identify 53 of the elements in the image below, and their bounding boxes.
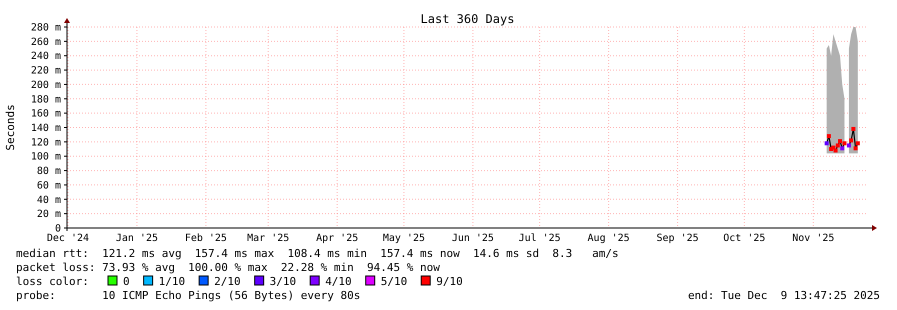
- point: [826, 134, 831, 138]
- y-tick-label: 160 m: [30, 108, 61, 120]
- x-tick-label: Mar '25: [247, 233, 290, 244]
- legend-label: 5/10: [380, 275, 408, 288]
- y-tick-label: 240 m: [30, 51, 61, 62]
- x-tick-label: Nov '25: [792, 233, 834, 244]
- x-tick-label: Jan '25: [116, 233, 158, 244]
- y-tick-label: 280 m: [30, 22, 61, 34]
- y-tick-label: 260 m: [30, 36, 61, 48]
- y-tick-label: 140 m: [30, 123, 61, 134]
- text: median rtt: 121.2 ms avg 157.4 ms max 108.4 ms min 157.4 ms now 14.6 ms sd 8.3 am/s: [16, 247, 619, 260]
- text: packet loss: 73.93 % avg 100.00 % max 22.28 % min 94.45 % now: [16, 261, 440, 274]
- legend-label: 0: [123, 275, 130, 288]
- point: [846, 143, 851, 148]
- point: [849, 138, 854, 142]
- x-tick-label: Jun '25: [452, 233, 494, 244]
- x-tick-label: Jul '25: [518, 233, 561, 244]
- y-tick-label: 120 m: [30, 137, 61, 148]
- x-tick-label: Apr '25: [316, 233, 358, 244]
- legend-label: 9/10: [436, 275, 463, 288]
- point: [840, 146, 844, 150]
- point: [851, 126, 856, 131]
- y-tick-label: 20 m: [36, 209, 61, 220]
- legend-label: 3/10: [270, 275, 296, 288]
- point: [842, 141, 846, 146]
- y-tick-label: 220 m: [30, 66, 61, 77]
- y-tick-label: 60 m: [36, 180, 61, 192]
- point: [834, 148, 838, 152]
- point: [856, 141, 860, 146]
- x-tick-label: Aug '25: [588, 233, 630, 244]
- x-tick-label: Feb '25: [184, 233, 227, 244]
- x-tick-label: Oct '25: [723, 233, 766, 244]
- text: probe: 10 ICMP Echo Pings (56 Bytes) every 80s: [16, 289, 360, 302]
- chart-title: Last 360 Days: [420, 12, 514, 26]
- point: [838, 139, 842, 144]
- x-tick-label: May '25: [382, 233, 425, 244]
- y-tick-label: 100 m: [30, 152, 61, 163]
- y-axis-title: Seconds: [4, 104, 17, 151]
- x-tick-label: Sep '25: [656, 233, 699, 244]
- legend-title: loss color:: [16, 275, 89, 288]
- legend-label: 1/10: [158, 275, 186, 288]
- point: [836, 143, 840, 148]
- x-tick-label: Dec '24: [46, 233, 90, 244]
- point: [824, 141, 829, 146]
- y-tick-label: 200 m: [30, 80, 61, 91]
- text: end: Tue Dec 9 13:47:25 2025: [688, 289, 880, 302]
- y-tick-label: 80 m: [36, 166, 61, 178]
- point: [854, 146, 858, 150]
- legend-label: 2/10: [214, 275, 241, 288]
- y-tick-label: 0: [54, 224, 61, 234]
- y-tick-label: 40 m: [36, 194, 61, 206]
- legend-label: 4/10: [325, 275, 352, 288]
- y-tick-label: 180 m: [30, 94, 61, 106]
